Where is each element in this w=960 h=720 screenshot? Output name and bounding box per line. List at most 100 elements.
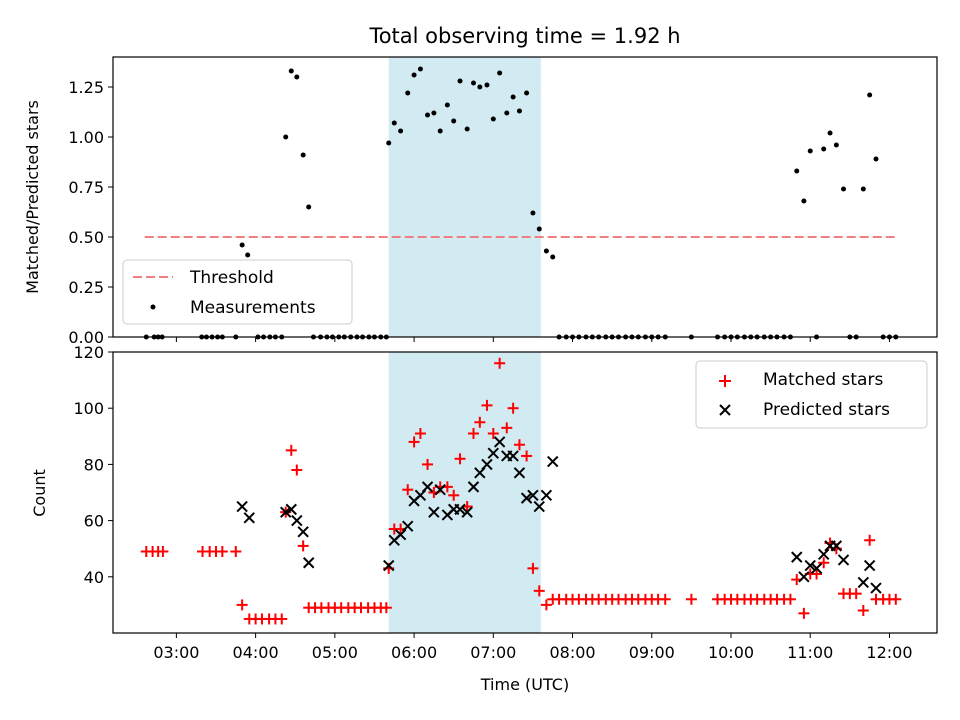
predicted-star-point-b	[798, 571, 810, 583]
matched-star-point	[414, 427, 426, 439]
predicted-star-point	[804, 559, 816, 572]
predicted-star-point	[297, 526, 309, 538]
measurement-point	[245, 252, 251, 258]
predicted-star-point-b	[837, 554, 850, 566]
matched-star-point	[533, 585, 545, 597]
matched-legend-label: Matched stars	[763, 370, 883, 390]
matched-star-point	[685, 593, 697, 605]
ratio-y-tick-label: 0.75	[68, 178, 104, 197]
count-y-axis-label: Count	[30, 469, 49, 517]
matched-star-point	[659, 593, 671, 605]
predicted-star-point	[487, 447, 500, 459]
count-y-tick-label: 100	[73, 399, 104, 418]
predicted-star-point	[493, 436, 506, 448]
predicted-star-point-b	[830, 540, 843, 552]
predicted-star-point-b	[810, 562, 823, 575]
predicted-star-point-b	[520, 492, 533, 504]
x-axis-label: Time (UTC)	[480, 675, 569, 694]
count-legend-box	[695, 360, 928, 429]
measurement-point	[841, 186, 847, 192]
predicted-star-point	[291, 514, 303, 527]
matched-star-point	[422, 458, 434, 470]
ratio-y-tick-label: 1.25	[68, 78, 104, 97]
measurement-points	[143, 66, 899, 340]
predicted-star-point	[285, 503, 297, 516]
predicted-star-point-b	[863, 559, 876, 572]
measurement-point	[867, 92, 873, 98]
matched-legend-swatch	[719, 375, 731, 387]
predicted-star-point	[461, 506, 473, 518]
predicted-star-point	[791, 551, 803, 563]
predicted-star-point-b	[383, 559, 395, 572]
predicted-star-point-b	[540, 489, 553, 502]
measurement-point	[386, 140, 392, 146]
matched-star-point	[402, 484, 414, 496]
count-plot-frame	[112, 351, 938, 634]
count-y-ticks: 40 60 80 100 120	[73, 343, 113, 587]
predicted-star-point-b	[481, 458, 493, 471]
x-tick-label: 05:00	[312, 643, 358, 662]
matched-star-point	[540, 599, 552, 611]
predicted-star-point	[513, 467, 526, 479]
matched-star-point	[448, 489, 460, 501]
measurement-point	[294, 74, 300, 80]
ratio-y-tick-label: 0.50	[68, 228, 104, 247]
ratio-y-tick-label: 0.00	[68, 328, 104, 347]
measurement-point	[524, 90, 530, 96]
measurement-point	[431, 110, 437, 116]
count-y-tick-label: 40	[84, 568, 104, 587]
measurement-point	[516, 108, 522, 114]
predicted-star-point	[533, 500, 545, 513]
x-tick-label: 08:00	[549, 643, 595, 662]
measurement-point	[550, 254, 556, 260]
measurement-point	[283, 134, 289, 140]
measurement-point	[484, 82, 490, 88]
matched-star-point	[276, 613, 288, 625]
count-y-tick-label: 80	[84, 455, 104, 474]
measurements-legend-label: Measurements	[190, 298, 316, 318]
measurement-point	[827, 130, 833, 136]
measurement-point	[300, 152, 306, 158]
measurement-point	[530, 210, 536, 216]
predicted-star-point-b	[243, 512, 255, 524]
predicted-star-point	[467, 481, 480, 493]
ratio-legend: Threshold Measurements	[122, 259, 353, 325]
count-legend: Matched stars Predicted stars	[695, 360, 928, 429]
predicted-star-point-b	[493, 436, 506, 448]
measurement-point	[444, 102, 450, 108]
predicted-star-point-b	[513, 467, 526, 479]
matched-star-point	[857, 605, 869, 617]
ratio-legend-box	[122, 259, 353, 325]
ratio-highlight-span	[388, 57, 541, 337]
count-y-tick-label: 120	[73, 343, 104, 362]
predicted-star-point	[428, 506, 440, 518]
measurement-point	[794, 168, 800, 174]
measurement-point	[306, 204, 312, 210]
measurement-point	[405, 90, 411, 96]
count-highlight-span	[388, 352, 541, 633]
matched-star-point	[297, 540, 309, 552]
measurement-point	[398, 128, 404, 134]
predicted-star-point	[810, 562, 823, 575]
measurement-point	[464, 126, 470, 132]
count-y-tick-label: 60	[84, 512, 104, 531]
predicted-star-point-b	[236, 500, 248, 513]
matched-star-point	[454, 453, 466, 465]
predicted-star-point-b	[870, 582, 882, 594]
predicted-star-point	[434, 483, 446, 496]
ratio-panel: 0.00 0.25 0.50 0.75 1.00 1.25 Total observing…	[23, 24, 938, 347]
matched-star-point	[784, 593, 796, 605]
predicted-legend-label: Predicted stars	[763, 400, 890, 420]
predicted-star-point	[402, 520, 414, 532]
predicted-star-point	[236, 500, 248, 513]
predicted-star-point	[830, 540, 843, 552]
matched-star-point	[501, 422, 513, 434]
predicted-legend-swatch	[719, 404, 731, 416]
predicted-star-point-b	[804, 559, 816, 572]
predicted-star-point-b	[280, 506, 292, 518]
measurement-point	[536, 226, 542, 232]
predicted-star-point-b	[434, 483, 446, 496]
measurement-point	[543, 248, 549, 254]
predicted-star-point-b	[285, 503, 297, 516]
